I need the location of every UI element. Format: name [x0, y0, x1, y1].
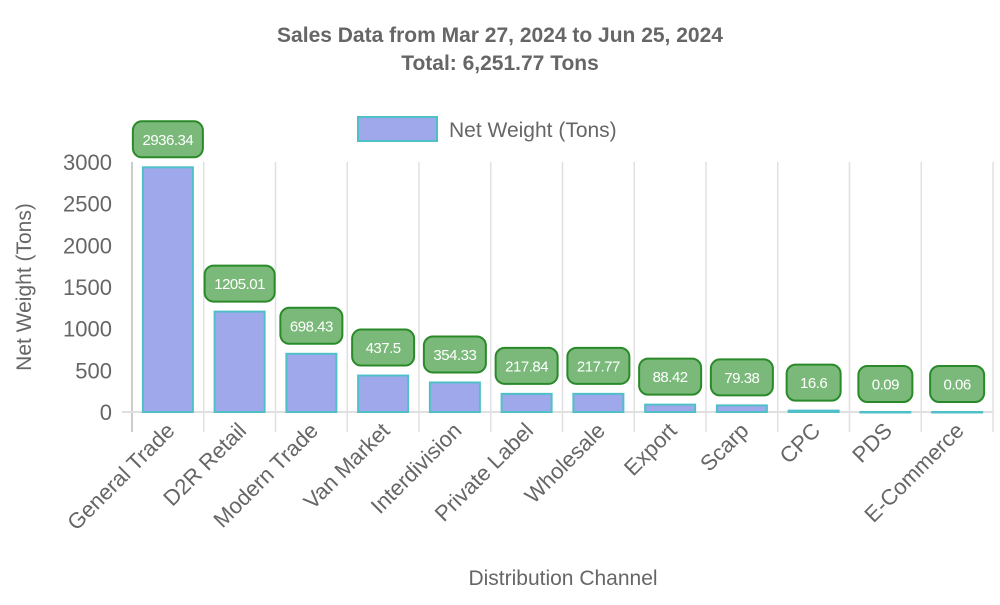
data-label: 0.09	[872, 376, 899, 393]
x-tick-label: General Trade	[62, 418, 179, 535]
data-label-box	[422, 335, 487, 374]
data-label: 79.38	[724, 370, 759, 387]
x-axis-label: Distribution Channel	[468, 567, 657, 590]
bar	[428, 381, 481, 414]
y-tick-label: 0	[100, 400, 112, 425]
data-label: 354.33	[433, 347, 476, 364]
data-label-box	[494, 346, 559, 385]
data-label-box	[929, 364, 986, 403]
y-tick-label: 500	[75, 358, 112, 383]
y-tick-label: 1500	[63, 275, 112, 300]
legend-swatch	[357, 116, 438, 142]
y-tick-label: 2500	[63, 192, 112, 217]
bar	[715, 404, 768, 414]
data-label-box	[203, 264, 276, 303]
bar	[141, 166, 194, 413]
data-label-box	[279, 306, 344, 345]
bar	[357, 374, 410, 413]
data-label: 88.42	[653, 369, 688, 386]
x-tick-label: CPC	[775, 418, 826, 469]
data-label-box	[638, 357, 703, 396]
y-tick-label: 2000	[63, 233, 112, 258]
data-label-box	[709, 358, 774, 397]
x-tick-label: Scarp	[695, 418, 753, 476]
legend[interactable]: Net Weight (Tons)	[357, 116, 617, 142]
data-label-box	[857, 364, 914, 403]
data-label: 698.43	[290, 318, 333, 335]
legend-label: Net Weight (Tons)	[449, 119, 617, 142]
y-tick-label: 3000	[63, 150, 112, 175]
bar	[931, 410, 984, 414]
data-label: 2936.34	[143, 132, 194, 149]
bar	[859, 410, 912, 414]
bar	[285, 352, 338, 413]
bar	[644, 403, 697, 413]
data-label: 1205.01	[214, 276, 265, 293]
data-label: 217.77	[577, 358, 620, 375]
chart-title: Sales Data from Mar 27, 2024 to Jun 25, …	[277, 24, 723, 47]
data-label-box	[566, 346, 631, 385]
data-label: 217.84	[505, 358, 548, 375]
data-label-box	[785, 363, 842, 402]
bar	[500, 392, 553, 414]
data-label-box	[351, 328, 416, 367]
bar	[787, 409, 840, 414]
chart-subtitle: Total: 6,251.77 Tons	[401, 52, 599, 75]
y-tick-label: 1000	[63, 317, 112, 342]
bar	[572, 392, 625, 414]
data-label-box	[131, 120, 204, 159]
data-label: 16.6	[800, 375, 827, 392]
data-label: 0.06	[944, 376, 971, 393]
x-tick-label: Export	[619, 418, 682, 481]
x-tick-label: PDS	[847, 418, 897, 468]
bar	[213, 310, 266, 413]
y-axis-label: Net Weight (Tons)	[13, 203, 36, 371]
data-label: 437.5	[366, 340, 401, 357]
